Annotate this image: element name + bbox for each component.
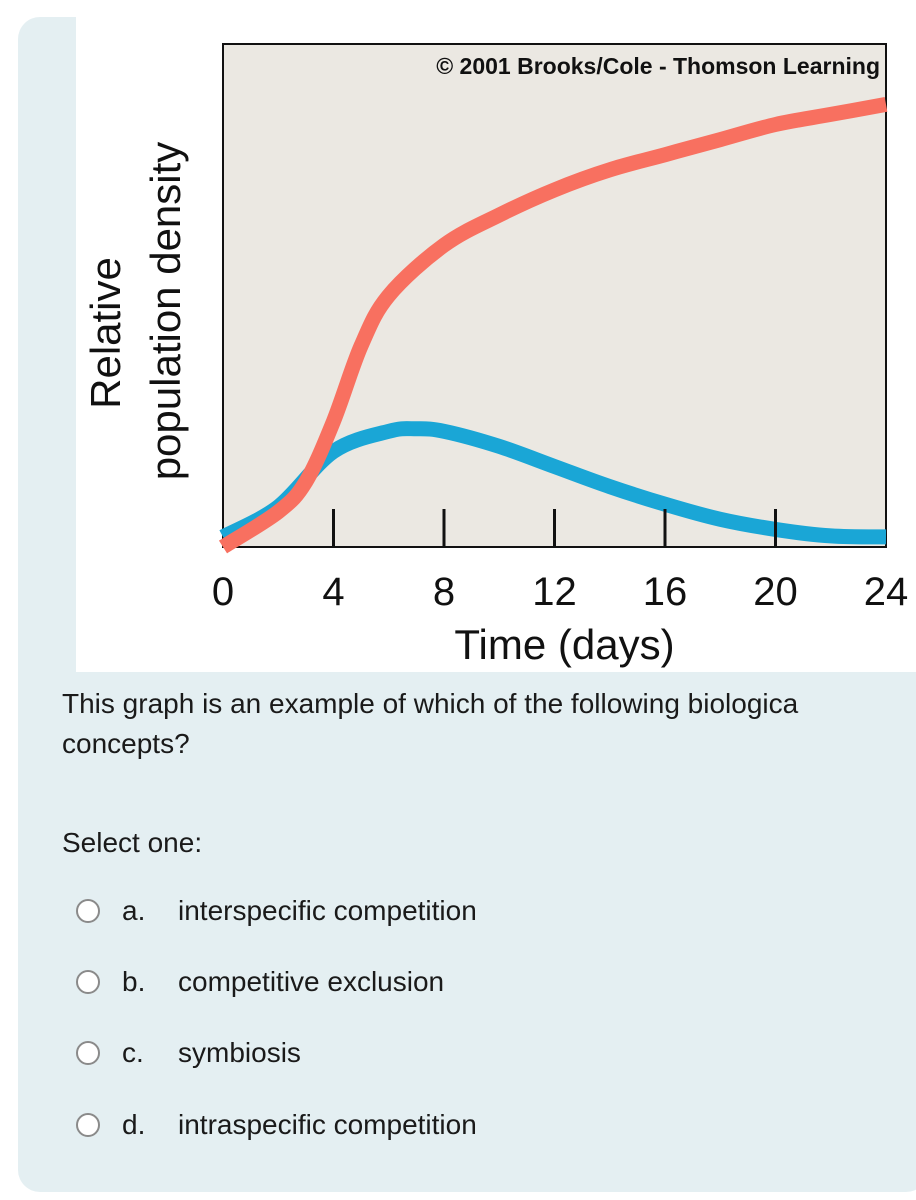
x-tick-label: 24 bbox=[864, 570, 909, 614]
x-tick-label: 20 bbox=[753, 570, 798, 614]
chart-figure: © 2001 Brooks/Cole - Thomson Learning 0 4 8… bbox=[76, 17, 916, 672]
option-letter: c. bbox=[122, 1037, 144, 1068]
radio-button-icon[interactable] bbox=[76, 1113, 100, 1137]
x-tick-label: 12 bbox=[532, 570, 577, 614]
option-letter: a. bbox=[122, 895, 146, 926]
option-c[interactable]: c. symbiosis bbox=[76, 1031, 301, 1075]
option-d[interactable]: d. intraspecific competition bbox=[76, 1103, 477, 1147]
option-text: competitive exclusion bbox=[178, 966, 445, 997]
option-text: symbiosis bbox=[178, 1037, 301, 1068]
chart: © 2001 Brooks/Cole - Thomson Learning 0 4 8… bbox=[82, 43, 909, 668]
option-letter: b. bbox=[122, 966, 146, 997]
x-tick-label: 0 bbox=[212, 570, 234, 614]
x-tick-label: 16 bbox=[643, 570, 688, 614]
series-line-1 bbox=[219, 421, 887, 545]
series-line-0 bbox=[218, 97, 888, 554]
option-letter: d. bbox=[122, 1109, 146, 1140]
x-tick-label: 4 bbox=[322, 570, 344, 614]
select-one-label: Select one: bbox=[62, 827, 203, 858]
radio-button-icon[interactable] bbox=[76, 970, 100, 994]
option-b[interactable]: b. competitive exclusion bbox=[76, 960, 444, 1004]
x-axis-label: Time (days) bbox=[454, 621, 674, 668]
radio-button-icon[interactable] bbox=[76, 899, 100, 923]
option-text: intraspecific competition bbox=[178, 1109, 477, 1140]
option-text: interspecific competition bbox=[178, 895, 477, 926]
y-axis-label-line-1: Relative bbox=[82, 257, 129, 409]
question-text: This graph is an example of which of the… bbox=[62, 688, 799, 759]
y-axis-label-line-2: population density bbox=[142, 142, 189, 481]
x-tick-label: 8 bbox=[433, 570, 455, 614]
radio-button-icon[interactable] bbox=[76, 1041, 100, 1065]
option-a[interactable]: a. interspecific competition bbox=[76, 889, 477, 933]
copyright-label: © 2001 Brooks/Cole - Thomson Learning bbox=[436, 53, 880, 79]
